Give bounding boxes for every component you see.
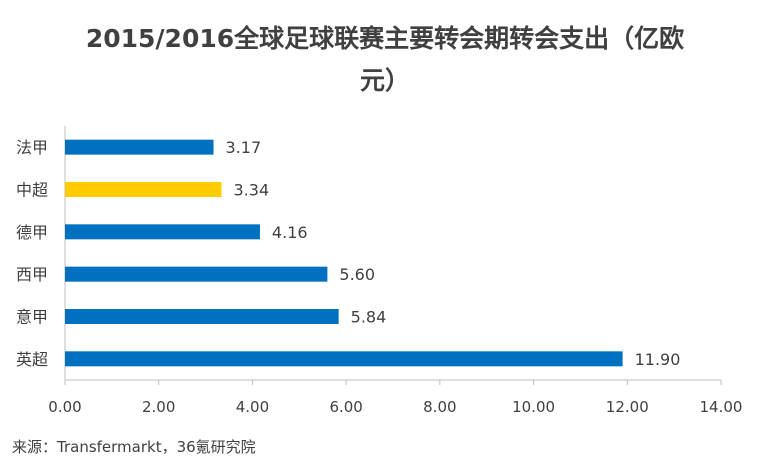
- x-tick-label: 14.00: [700, 398, 743, 416]
- bar-3: [65, 266, 328, 282]
- x-tick-label: 6.00: [329, 398, 362, 416]
- category-label: 中超: [16, 181, 48, 200]
- value-label: 5.60: [339, 265, 375, 284]
- chart-title: 2015/2016全球足球联赛主要转会期转会支出（亿欧元）: [85, 24, 685, 95]
- value-label: 11.90: [635, 350, 681, 369]
- value-label: 3.17: [226, 138, 262, 157]
- source-note: 来源：Transfermarkt，36氪研究院: [12, 438, 256, 456]
- bar-4: [65, 309, 339, 324]
- bar-0: [65, 139, 214, 155]
- x-tick-label: 10.00: [512, 398, 555, 416]
- value-label: 4.16: [272, 223, 308, 242]
- bar-1: [65, 182, 222, 197]
- bar-5: [65, 351, 623, 367]
- bar-2: [65, 224, 260, 240]
- x-tick-label: 2.00: [142, 398, 175, 416]
- category-label: 德甲: [16, 223, 48, 242]
- category-label: 意甲: [16, 308, 48, 327]
- x-tick-label: 0.00: [48, 398, 81, 416]
- category-label: 西甲: [16, 265, 48, 284]
- value-label: 3.34: [234, 181, 270, 200]
- category-label: 英超: [16, 350, 48, 369]
- category-label: 法甲: [16, 138, 48, 157]
- x-tick-label: 8.00: [423, 398, 456, 416]
- x-tick-label: 4.00: [236, 398, 269, 416]
- x-tick-label: 12.00: [606, 398, 649, 416]
- value-label: 5.84: [351, 308, 387, 327]
